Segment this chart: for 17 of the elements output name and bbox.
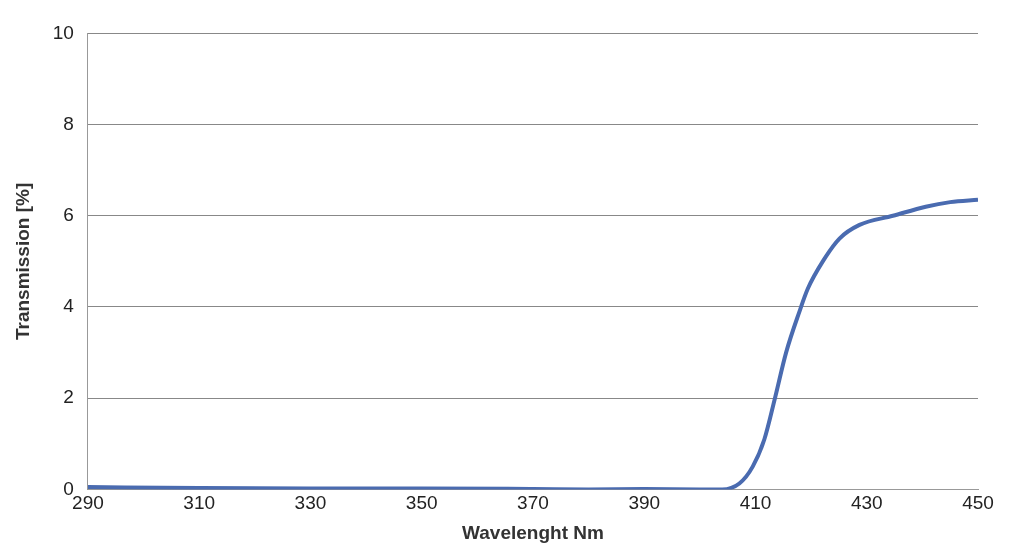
- x-tick-label: 310: [183, 492, 216, 514]
- y-axis-title: Transmission [%]: [11, 182, 33, 341]
- x-axis-title: Wavelenght Nm: [462, 521, 604, 543]
- y-tick-label: 10: [52, 21, 74, 43]
- x-tick-label: 330: [294, 492, 327, 514]
- y-tick-label: 0: [63, 477, 74, 499]
- y-tick-label: 4: [63, 295, 75, 317]
- x-tick-label: 410: [739, 492, 772, 514]
- x-tick-label: 430: [850, 492, 883, 514]
- x-tick-label: 370: [517, 492, 549, 514]
- y-tick-label: 6: [63, 204, 74, 226]
- x-tick-label: 390: [628, 492, 661, 514]
- x-tick-label: 450: [962, 492, 994, 514]
- y-tick-label: 8: [63, 112, 74, 134]
- y-tick-label: 2: [63, 386, 74, 408]
- x-tick-label: 290: [72, 492, 104, 514]
- x-tick-label: 350: [405, 492, 438, 514]
